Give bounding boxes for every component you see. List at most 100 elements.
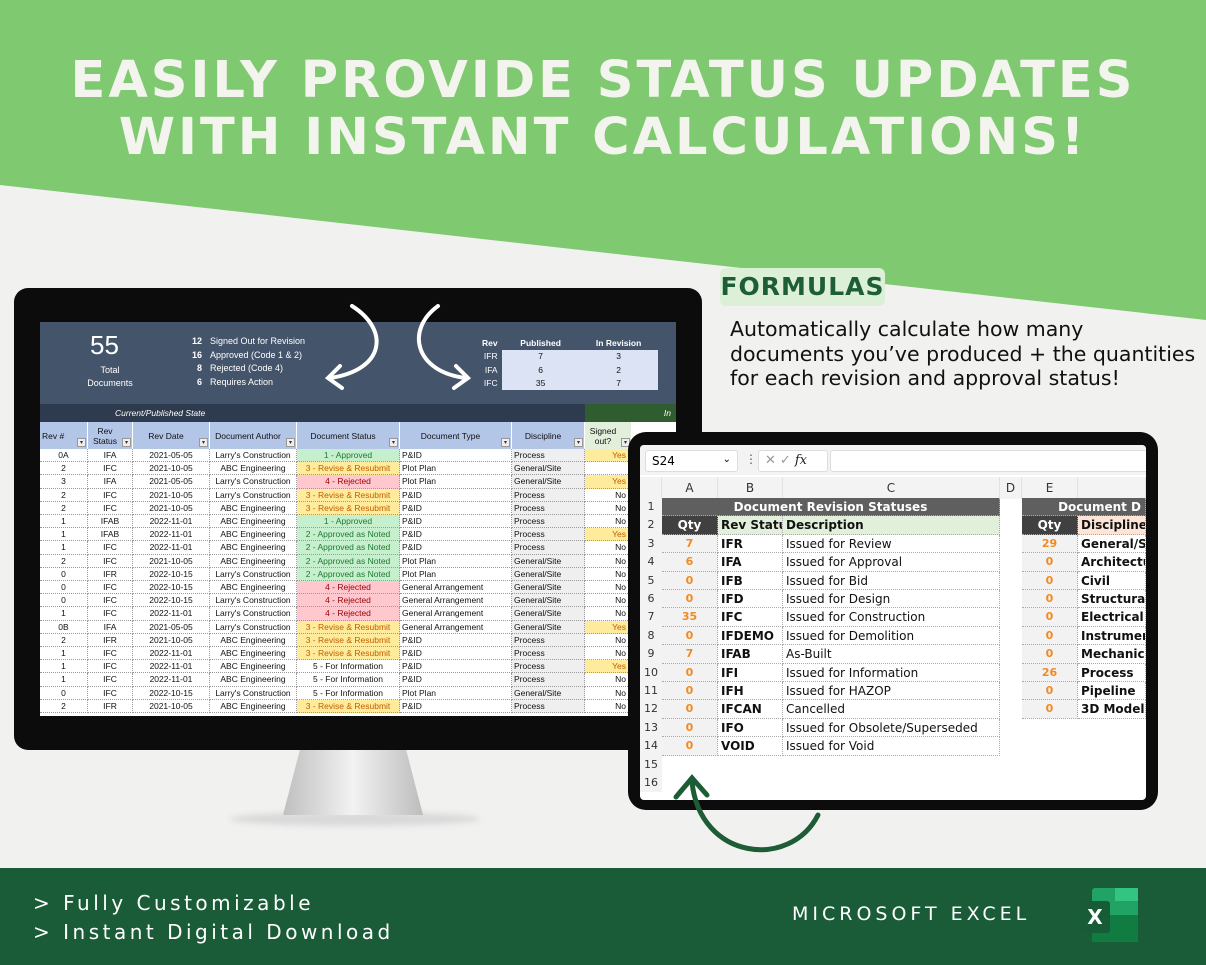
- table-cell[interactable]: ABC Engineering: [210, 541, 297, 555]
- table-cell[interactable]: 2022-10-15: [133, 581, 210, 595]
- row-number[interactable]: 5: [640, 571, 662, 590]
- table-cell[interactable]: IFC: [88, 541, 133, 555]
- discipline-cell[interactable]: Process: [1078, 663, 1146, 682]
- rev-status-cell[interactable]: IFH: [718, 682, 783, 701]
- table-cell[interactable]: Larry's Construction: [210, 449, 297, 463]
- rev-status-cell[interactable]: IFCAN: [718, 700, 783, 719]
- table-cell[interactable]: 2 - Approved as Noted: [297, 567, 400, 581]
- rev-status-cell[interactable]: IFO: [718, 718, 783, 738]
- table-cell[interactable]: 0A: [40, 449, 88, 463]
- table-cell[interactable]: General Arrangement: [400, 607, 512, 621]
- table-cell[interactable]: ABC Engineering: [210, 501, 297, 515]
- table-cell[interactable]: P&ID: [400, 699, 512, 713]
- column-letter[interactable]: D: [1000, 477, 1022, 499]
- row-number[interactable]: 3: [640, 534, 662, 554]
- table-cell[interactable]: 4 - Rejected: [297, 607, 400, 621]
- table-cell[interactable]: ABC Engineering: [210, 462, 297, 476]
- table-cell[interactable]: 2021-10-05: [133, 488, 210, 502]
- table-cell[interactable]: General/Site: [512, 462, 585, 476]
- table-cell[interactable]: Process: [512, 528, 585, 542]
- name-box[interactable]: S24 ⌄: [645, 450, 738, 472]
- table-cell[interactable]: ABC Engineering: [210, 699, 297, 713]
- table-cell[interactable]: Yes: [585, 620, 632, 634]
- column-header[interactable]: Rev # ▾: [40, 422, 88, 449]
- table-cell[interactable]: General/Site: [512, 620, 585, 634]
- filter-dropdown-icon[interactable]: ▾: [286, 438, 295, 447]
- column-header[interactable]: Document Author ▾: [210, 422, 297, 449]
- table-cell[interactable]: Yes: [585, 660, 632, 674]
- discipline-cell[interactable]: 3D Model: [1078, 700, 1146, 719]
- qty-cell[interactable]: 0: [1022, 571, 1078, 590]
- column-letter-f[interactable]: [1078, 477, 1146, 499]
- discipline-cell[interactable]: Civil: [1078, 571, 1146, 590]
- table-cell[interactable]: IFC: [88, 647, 133, 661]
- table-cell[interactable]: General/Site: [512, 686, 585, 700]
- table-cell[interactable]: P&ID: [400, 647, 512, 661]
- discipline-cell[interactable]: General/Site: [1078, 534, 1146, 554]
- discipline-cell[interactable]: Electrical: [1078, 608, 1146, 627]
- table-cell[interactable]: IFAB: [88, 515, 133, 529]
- table-cell[interactable]: ABC Engineering: [210, 673, 297, 687]
- table-cell[interactable]: [585, 462, 632, 476]
- table-cell[interactable]: Plot Plan: [400, 475, 512, 489]
- qty-cell[interactable]: 0: [1022, 700, 1078, 719]
- table-cell[interactable]: No: [585, 567, 632, 581]
- qty-cell[interactable]: 0: [662, 590, 718, 609]
- table-cell[interactable]: P&ID: [400, 488, 512, 502]
- table-cell[interactable]: 2: [40, 699, 88, 713]
- filter-dropdown-icon[interactable]: ▾: [501, 438, 510, 447]
- table-cell[interactable]: 4 - Rejected: [297, 581, 400, 595]
- filter-dropdown-icon[interactable]: ▾: [199, 438, 208, 447]
- table-cell[interactable]: Process: [512, 660, 585, 674]
- discipline-cell[interactable]: Structural: [1078, 590, 1146, 609]
- table-cell[interactable]: Plot Plan: [400, 554, 512, 568]
- table-cell[interactable]: General Arrangement: [400, 620, 512, 634]
- table-cell[interactable]: IFC: [88, 581, 133, 595]
- table-cell[interactable]: 2022-10-15: [133, 686, 210, 700]
- select-all-corner[interactable]: [640, 477, 662, 499]
- table-cell[interactable]: IFC: [88, 554, 133, 568]
- table-cell[interactable]: Process: [512, 515, 585, 529]
- row-number[interactable]: 15: [640, 755, 662, 774]
- table-cell[interactable]: Larry's Construction: [210, 620, 297, 634]
- table-cell[interactable]: Process: [512, 673, 585, 687]
- rev-status-cell[interactable]: IFA: [718, 553, 783, 572]
- table-cell[interactable]: No: [585, 501, 632, 515]
- table-cell[interactable]: 2021-05-05: [133, 620, 210, 634]
- table-cell[interactable]: No: [585, 633, 632, 647]
- table-cell[interactable]: ABC Engineering: [210, 647, 297, 661]
- table-cell[interactable]: General/Site: [512, 581, 585, 595]
- row-number[interactable]: 11: [640, 682, 662, 701]
- table-cell[interactable]: 2022-11-01: [133, 660, 210, 674]
- qty-cell[interactable]: 0: [662, 682, 718, 701]
- column-header[interactable]: Discipline ▾: [512, 422, 585, 449]
- column-header[interactable]: Document Status ▾: [297, 422, 400, 449]
- rev-status-cell[interactable]: IFB: [718, 571, 783, 590]
- table-cell[interactable]: P&ID: [400, 541, 512, 555]
- qty-cell[interactable]: 0: [1022, 682, 1078, 701]
- qty-cell[interactable]: 0: [662, 663, 718, 682]
- table-cell[interactable]: IFR: [88, 567, 133, 581]
- column-letter[interactable]: E: [1022, 477, 1078, 499]
- table-cell[interactable]: P&ID: [400, 673, 512, 687]
- column-letter[interactable]: B: [718, 477, 783, 499]
- table-cell[interactable]: 3 - Revise & Resubmit: [297, 699, 400, 713]
- discipline-cell[interactable]: Pipeline: [1078, 682, 1146, 701]
- table-cell[interactable]: Larry's Construction: [210, 686, 297, 700]
- table-cell[interactable]: ABC Engineering: [210, 528, 297, 542]
- table-cell[interactable]: General/Site: [512, 594, 585, 608]
- row-number[interactable]: 13: [640, 718, 662, 738]
- table-cell[interactable]: 0: [40, 686, 88, 700]
- qty-cell[interactable]: 0: [1022, 608, 1078, 627]
- table-cell[interactable]: P&ID: [400, 449, 512, 463]
- more-options-icon[interactable]: ⋮: [745, 452, 757, 466]
- rev-status-cell[interactable]: IFR: [718, 534, 783, 554]
- table-cell[interactable]: 5 - For Information: [297, 673, 400, 687]
- table-cell[interactable]: General Arrangement: [400, 594, 512, 608]
- table-cell[interactable]: IFC: [88, 501, 133, 515]
- row-number[interactable]: 12: [640, 700, 662, 719]
- fx-icon[interactable]: fx: [794, 453, 807, 468]
- row-number[interactable]: 6: [640, 590, 662, 609]
- qty-cell[interactable]: 0: [1022, 645, 1078, 664]
- table-cell[interactable]: General/Site: [512, 607, 585, 621]
